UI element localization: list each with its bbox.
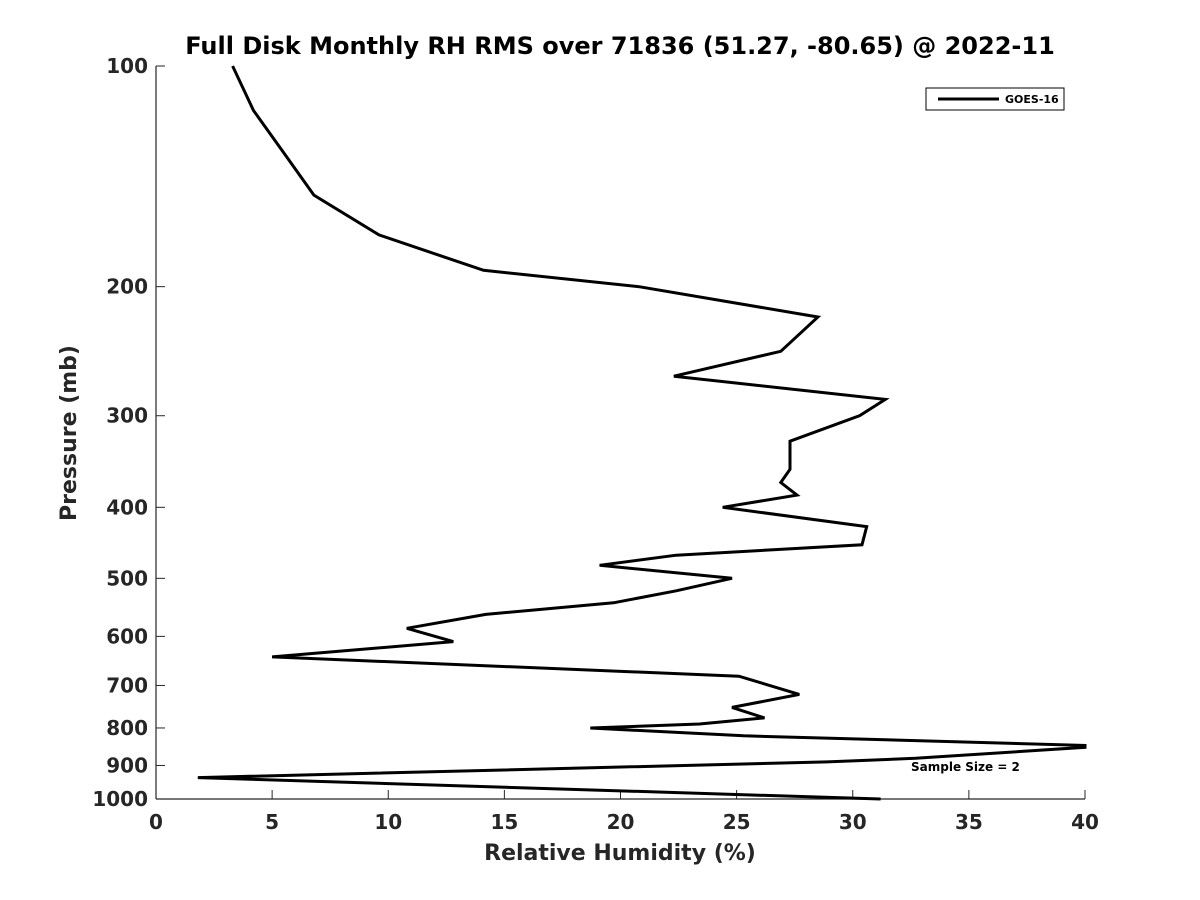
- sample-size-annotation: Sample Size = 2: [911, 760, 1020, 774]
- x-axis-label: Relative Humidity (%): [484, 841, 756, 866]
- y-tick-label: 800: [106, 716, 148, 740]
- x-tick-label: 10: [374, 810, 402, 834]
- legend-label-goes-16: GOES-16: [1005, 93, 1059, 106]
- y-tick-label: 500: [106, 566, 148, 590]
- x-tick-label: 25: [723, 810, 751, 834]
- y-tick-label: 600: [106, 624, 148, 648]
- y-tick-label: 300: [106, 404, 148, 428]
- y-tick-label: 100: [106, 54, 148, 78]
- chart-title: Full Disk Monthly RH RMS over 71836 (51.…: [185, 32, 1055, 60]
- y-tick-label: 200: [106, 275, 148, 299]
- y-axis-label: Pressure (mb): [57, 345, 82, 521]
- series-line-goes-16: [197, 65, 1087, 801]
- y-tick-label: 400: [106, 495, 148, 519]
- x-tick-label: 5: [265, 810, 279, 834]
- x-tick-label: 15: [490, 810, 518, 834]
- x-tick-label: 20: [607, 810, 635, 834]
- x-tick-label: 0: [149, 810, 163, 834]
- x-tick-label: 35: [955, 810, 983, 834]
- y-tick-label: 900: [106, 753, 148, 777]
- series-layer: [197, 65, 1087, 801]
- axes: 0 5 10 15 20 25 30 35 40 100 200 300 400 500 600 700 800…: [92, 54, 1099, 834]
- y-tick-label: 700: [106, 673, 148, 697]
- legend: GOES-16: [925, 87, 1065, 111]
- y-tick-label: 1000: [92, 787, 148, 811]
- x-tick-label: 40: [1071, 810, 1099, 834]
- x-tick-label: 30: [839, 810, 867, 834]
